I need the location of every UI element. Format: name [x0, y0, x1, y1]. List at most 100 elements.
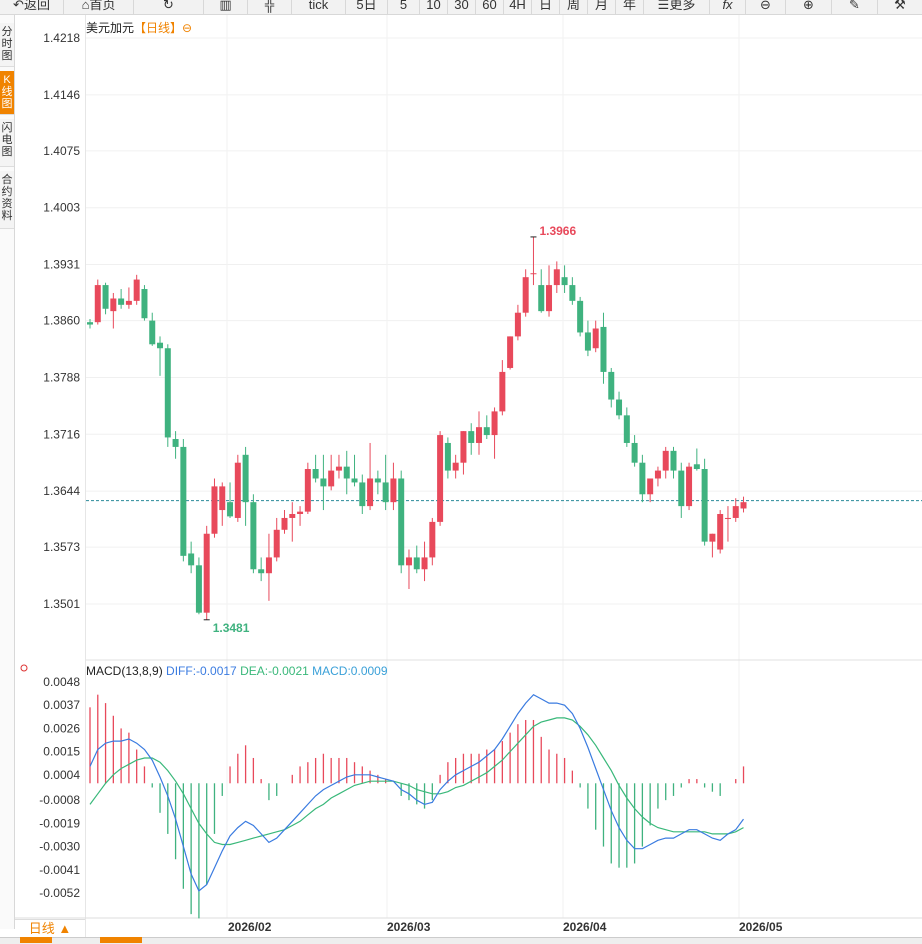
macd-tick-label: -0.0041 [39, 863, 80, 877]
candle-body [546, 285, 553, 312]
period-5m[interactable]: 5 [388, 0, 420, 14]
zoom-in-button[interactable]: ⊕ [786, 0, 832, 14]
candle-body [717, 514, 724, 550]
candle-body [507, 336, 514, 368]
candle-body [577, 300, 584, 333]
price-tick-label: 1.4003 [43, 201, 80, 215]
candle-body [608, 371, 615, 400]
candle-body [281, 517, 288, 530]
candle-body [94, 285, 101, 323]
candle-body [265, 557, 272, 574]
tab-flash-chart[interactable]: 闪电图 [0, 119, 14, 167]
home-icon: ⌂ [81, 0, 90, 12]
candle-body [600, 326, 607, 372]
period-60m[interactable]: 60 [476, 0, 504, 14]
back-button[interactable]: ↶ 返回 [0, 0, 64, 14]
indicator-tab-strip[interactable] [0, 937, 922, 944]
candle-body [413, 557, 420, 570]
refresh-button[interactable]: ↻ [134, 0, 204, 14]
candle-body [584, 332, 591, 351]
candle-body [569, 285, 576, 301]
tab-contract-info[interactable]: 合约资料 [0, 171, 14, 229]
tab-timeshare[interactable]: 分时图 [0, 23, 14, 67]
period-day[interactable]: 日 [532, 0, 560, 14]
indicator-tab-active[interactable] [20, 937, 52, 943]
candle-body [234, 462, 241, 518]
candle-body [444, 442, 451, 471]
candle-type-button[interactable]: ╬ [248, 0, 292, 14]
candle-body [724, 517, 731, 519]
candle-body [118, 298, 125, 305]
chart-type-button[interactable]: ▥ [204, 0, 248, 14]
candle-body [351, 478, 358, 483]
macd-tick-label: 0.0026 [43, 721, 80, 735]
candle-body [242, 454, 249, 503]
period-month[interactable]: 月 [588, 0, 616, 14]
candle-body [227, 502, 234, 517]
macd-tick-label: 0.0037 [43, 698, 80, 712]
price-tick-label: 1.3860 [43, 314, 80, 328]
candle-body [297, 511, 304, 515]
candle-body [289, 514, 296, 518]
settings-button[interactable]: ⚒ [878, 0, 922, 14]
candle-body [320, 478, 327, 487]
high-price-label: 1.3966 [539, 224, 576, 238]
candle-body [133, 279, 140, 301]
macd-legend: MACD(13,8,9) DIFF:-0.0017 DEA:-0.0021 MA… [86, 664, 388, 678]
candle-body [732, 506, 739, 518]
x-label-feb: 2026/02 [228, 920, 272, 934]
candle-body [639, 462, 646, 495]
dea-line [89, 717, 744, 846]
tick-button[interactable]: tick [292, 0, 346, 14]
candle-body [335, 466, 342, 471]
period-week[interactable]: 周 [560, 0, 588, 14]
candle-body [530, 273, 537, 275]
zoom-out-button[interactable]: ⊖ [746, 0, 786, 14]
macd-tick-label: -0.0030 [39, 840, 80, 854]
zoom-out-icon: ⊖ [760, 0, 771, 12]
period-4h[interactable]: 4H [504, 0, 532, 14]
indicator-tab-secondary[interactable] [100, 937, 142, 943]
candle-body [250, 502, 257, 570]
candle-body [429, 521, 436, 558]
candle-body [452, 462, 459, 471]
candle-body [701, 469, 708, 542]
period-30m[interactable]: 30 [448, 0, 476, 14]
candle-body [616, 399, 623, 416]
candle-body [367, 478, 374, 507]
symbol-name: 美元加元 [86, 21, 135, 35]
toolbar: ↶ 返回 ⌂ 首页 ↻ ▥ ╬ tick 5日 5 10 30 60 4H 日 周 … [0, 0, 922, 15]
period-5d[interactable]: 5日 [346, 0, 388, 14]
macd-tick-label: -0.0019 [39, 816, 80, 830]
candlestick-icon: ╬ [264, 0, 275, 12]
candle-body [678, 470, 685, 507]
candle-body [110, 298, 117, 312]
period-select[interactable]: 日线 ▲ [15, 919, 85, 938]
candle-body [211, 486, 218, 534]
formula-button[interactable]: fx [710, 0, 746, 14]
bar-chart-icon: ▥ [219, 0, 232, 12]
tab-kline[interactable]: K线图 [0, 71, 14, 115]
draw-button[interactable]: ✎ [832, 0, 878, 14]
collapse-icon[interactable]: ⊖ [182, 21, 193, 35]
candle-body [592, 328, 599, 349]
price-tick-label: 1.4075 [43, 144, 80, 158]
home-button[interactable]: ⌂ 首页 [64, 0, 134, 14]
price-tick-label: 1.3716 [43, 427, 80, 441]
chart-title: 美元加元【日线】⊖ [86, 19, 192, 36]
more-button[interactable]: ☰ 更多 [644, 0, 710, 14]
candle-body [553, 269, 560, 286]
period-year[interactable]: 年 [616, 0, 644, 14]
candle-body [421, 557, 428, 570]
candle-body [740, 502, 747, 509]
refresh-icon: ↻ [163, 0, 174, 12]
macd-tick-label: -0.0052 [39, 886, 80, 900]
period-10m[interactable]: 10 [420, 0, 448, 14]
home-label: 首页 [89, 0, 116, 12]
macd-tick-label: 0.0015 [43, 745, 80, 759]
candle-body [382, 482, 389, 503]
diff-value: DIFF:-0.0017 [166, 664, 237, 678]
x-label-apr: 2026/04 [563, 920, 607, 934]
candle-body [125, 300, 132, 305]
